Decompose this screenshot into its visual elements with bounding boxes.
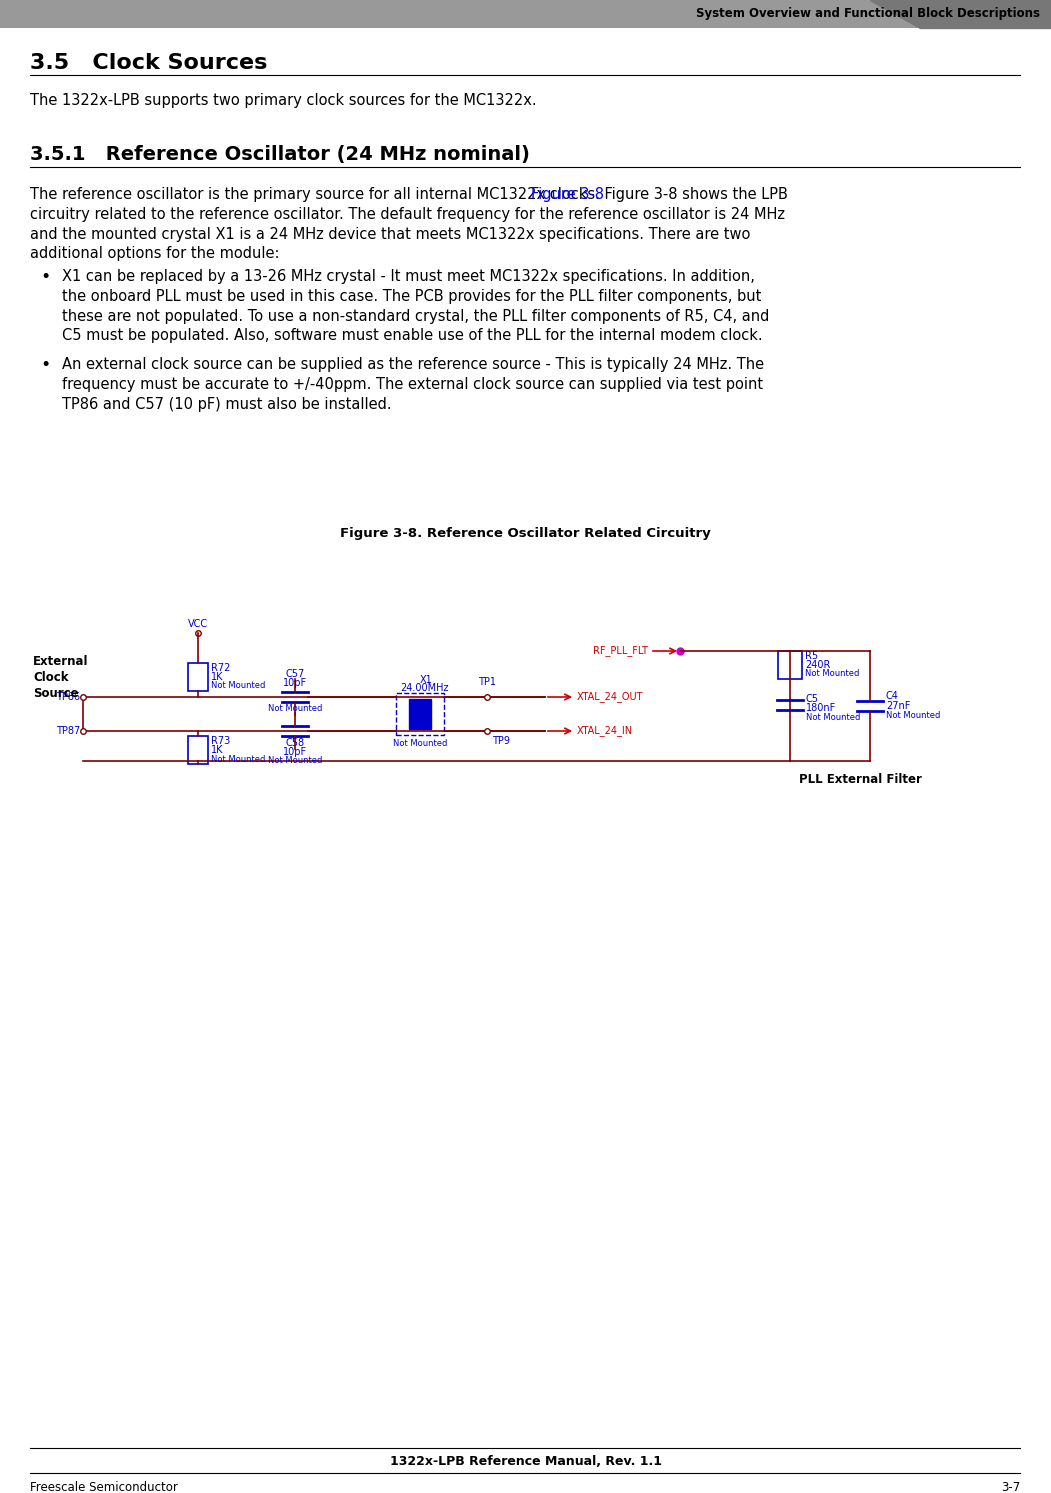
Text: Not Mounted: Not Mounted — [393, 739, 447, 748]
Text: 1K: 1K — [211, 745, 224, 755]
Text: 3-7: 3-7 — [1001, 1481, 1021, 1493]
Text: Figure 3-8: Figure 3-8 — [531, 187, 604, 202]
Text: R72: R72 — [211, 663, 230, 673]
Text: 3.5   Clock Sources: 3.5 Clock Sources — [30, 52, 267, 73]
Text: R73: R73 — [211, 736, 230, 746]
Text: The 1322x-LPB supports two primary clock sources for the MC1322x.: The 1322x-LPB supports two primary clock… — [30, 93, 537, 107]
Text: 10pF: 10pF — [283, 678, 307, 688]
Text: Not Mounted: Not Mounted — [211, 681, 265, 690]
Text: 27nF: 27nF — [886, 702, 910, 711]
Text: TP9: TP9 — [492, 736, 510, 746]
Text: 180nF: 180nF — [806, 703, 837, 714]
Text: Figure 3-8. Reference Oscillator Related Circuitry: Figure 3-8. Reference Oscillator Related… — [341, 527, 710, 540]
Text: C4: C4 — [886, 691, 899, 702]
Text: C5: C5 — [806, 694, 819, 705]
Text: XTAL_24_IN: XTAL_24_IN — [577, 726, 633, 736]
Text: 1K: 1K — [211, 672, 224, 682]
Bar — [396, 693, 444, 735]
Bar — [778, 651, 802, 679]
Bar — [188, 736, 208, 764]
Text: An external clock source can be supplied as the reference source - This is typic: An external clock source can be supplied… — [62, 357, 764, 412]
Polygon shape — [870, 0, 1051, 28]
Text: TP86: TP86 — [56, 691, 80, 702]
Text: System Overview and Functional Block Descriptions: System Overview and Functional Block Des… — [696, 7, 1040, 21]
Text: 10pF: 10pF — [283, 746, 307, 757]
Text: 240R: 240R — [805, 660, 830, 670]
Text: Not Mounted: Not Mounted — [211, 754, 265, 763]
Text: PLL External Filter: PLL External Filter — [799, 773, 922, 785]
Text: External
Clock
Source: External Clock Source — [33, 655, 88, 700]
Bar — [0, 0, 1051, 28]
Text: TP87: TP87 — [56, 726, 80, 736]
Text: RF_PLL_FLT: RF_PLL_FLT — [593, 645, 648, 657]
Text: R5: R5 — [805, 651, 818, 661]
Text: 24.00MHz: 24.00MHz — [400, 682, 449, 693]
Text: The reference oscillator is the primary source for all internal MC1322x clocks. : The reference oscillator is the primary … — [30, 187, 788, 261]
Text: Freescale Semiconductor: Freescale Semiconductor — [30, 1481, 178, 1493]
Bar — [188, 663, 208, 691]
Text: Not Mounted: Not Mounted — [268, 705, 323, 714]
Text: C58: C58 — [286, 738, 305, 748]
Text: Not Mounted: Not Mounted — [886, 712, 941, 721]
Text: C57: C57 — [286, 669, 305, 679]
Bar — [409, 699, 431, 729]
Text: Not Mounted: Not Mounted — [805, 669, 860, 678]
Text: 3.5.1   Reference Oscillator (24 MHz nominal): 3.5.1 Reference Oscillator (24 MHz nomin… — [30, 145, 530, 164]
Text: •: • — [40, 355, 50, 375]
Text: X1: X1 — [420, 675, 433, 685]
Text: TP1: TP1 — [478, 676, 496, 687]
Text: •: • — [40, 269, 50, 287]
Text: X1 can be replaced by a 13-26 MHz crystal - It must meet MC1322x specifications.: X1 can be replaced by a 13-26 MHz crysta… — [62, 269, 769, 343]
Text: 1322x-LPB Reference Manual, Rev. 1.1: 1322x-LPB Reference Manual, Rev. 1.1 — [390, 1456, 661, 1468]
Text: XTAL_24_OUT: XTAL_24_OUT — [577, 691, 643, 702]
Text: VCC: VCC — [188, 620, 208, 629]
Text: Not Mounted: Not Mounted — [806, 714, 861, 723]
Text: Not Mounted: Not Mounted — [268, 755, 323, 764]
